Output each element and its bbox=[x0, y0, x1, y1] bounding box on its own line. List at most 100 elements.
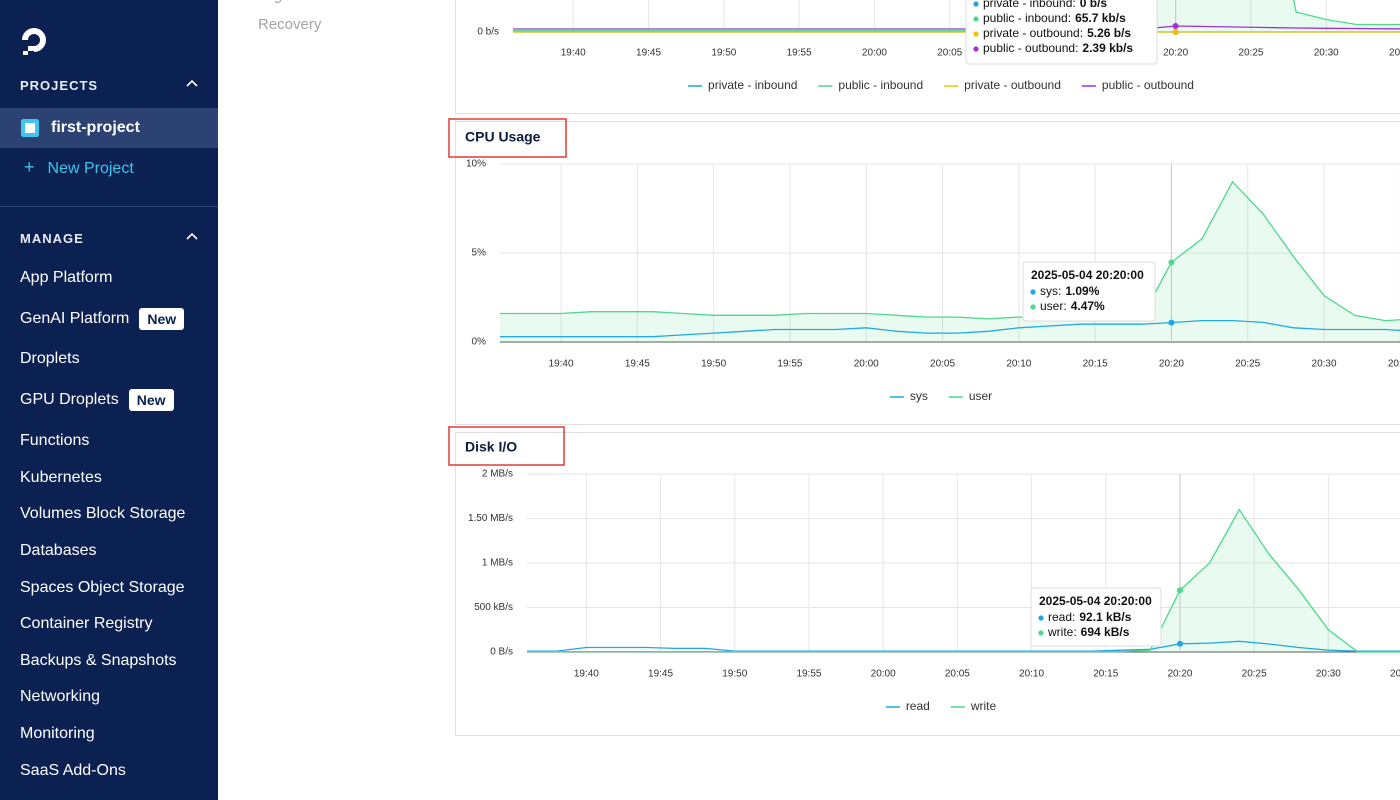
nav-label: Networking bbox=[20, 688, 101, 706]
legend-label[interactable]: write bbox=[970, 699, 997, 713]
tooltip-row: private - outbound: 5.26 b/s bbox=[983, 26, 1131, 40]
tooltip-row: read: 92.1 kB/s bbox=[1048, 610, 1132, 624]
collapse-chevron[interactable] bbox=[186, 78, 198, 90]
nav-label: Spaces Object Storage bbox=[20, 578, 185, 596]
nav-item[interactable]: App Platform bbox=[20, 266, 112, 290]
new-project[interactable]: + New Project bbox=[24, 157, 134, 178]
nav-item[interactable]: Kubernetes bbox=[20, 466, 102, 490]
tooltip-label: read: bbox=[1048, 610, 1075, 624]
x-tick-label: 20:00 bbox=[854, 359, 879, 370]
legend-label[interactable]: user bbox=[969, 389, 992, 403]
series-line bbox=[513, 25, 1400, 30]
nav-label: Container Registry bbox=[20, 615, 153, 633]
nav-item[interactable]: Volumes Block Storage bbox=[20, 502, 185, 526]
y-tick-label: 1 MB/s bbox=[482, 558, 513, 569]
legend-label[interactable]: private - outbound bbox=[964, 78, 1061, 92]
nav-item[interactable]: Droplets bbox=[20, 347, 80, 371]
collapse-chevron[interactable] bbox=[186, 231, 198, 243]
x-tick-label: 19:50 bbox=[722, 669, 747, 680]
x-tick-label: 20:00 bbox=[871, 669, 896, 680]
legend-label[interactable]: read bbox=[906, 699, 930, 713]
x-tick-label: 19:50 bbox=[711, 48, 736, 59]
tooltip-label: private - inbound: bbox=[983, 0, 1076, 10]
area bbox=[513, 0, 1400, 32]
nav-label: Backups & Snapshots bbox=[20, 651, 177, 669]
tooltip-value: 5.26 b/s bbox=[1087, 26, 1131, 40]
nav-item[interactable]: Container Registry bbox=[20, 612, 153, 636]
x-tick-label: 19:45 bbox=[636, 48, 661, 59]
series-line bbox=[500, 180, 1400, 322]
legend-label[interactable]: public - outbound bbox=[1102, 78, 1194, 92]
nav-item[interactable]: Spaces Object Storage bbox=[20, 576, 185, 600]
panel-frame bbox=[455, 0, 1400, 114]
nav-label: GenAI Platform bbox=[20, 309, 130, 327]
nav-item[interactable]: Functions bbox=[20, 429, 89, 453]
nav-item[interactable]: Networking bbox=[20, 685, 100, 709]
x-tick-label: 19:55 bbox=[777, 359, 802, 370]
tooltip-value: 694 kB/s bbox=[1081, 625, 1130, 639]
logo[interactable] bbox=[18, 24, 52, 58]
project-row[interactable]: first-project bbox=[0, 108, 218, 148]
x-tick-label: 19:45 bbox=[648, 669, 673, 680]
tooltip-label: user: bbox=[1040, 299, 1067, 313]
legend-label[interactable]: public - inbound bbox=[838, 78, 923, 92]
tooltip-label: sys: bbox=[1040, 284, 1061, 298]
tooltip-value: 4.47% bbox=[1071, 299, 1105, 313]
nav-item[interactable]: Backups & Snapshots bbox=[20, 649, 177, 673]
y-tick-label: 1.50 MB/s bbox=[468, 513, 513, 524]
divider bbox=[0, 206, 218, 207]
tooltip-row: public - outbound: 2.39 kb/s bbox=[983, 41, 1133, 55]
hover-marker bbox=[1168, 259, 1175, 266]
tooltip-box bbox=[1022, 261, 1156, 322]
chevron-icon bbox=[186, 79, 198, 87]
subnav-link[interactable]: Tags bbox=[258, 0, 290, 4]
x-tick-label: 20:05 bbox=[937, 48, 962, 59]
legend-label[interactable]: sys bbox=[910, 389, 928, 403]
tooltip-time: 2025-05-04 20:20:00 bbox=[1039, 594, 1152, 608]
nav-item[interactable]: GPU Droplets New bbox=[20, 388, 174, 412]
tooltip-label: public - outbound: bbox=[983, 41, 1078, 55]
project-name: first-project bbox=[51, 119, 140, 136]
x-tick-label: 20:20 bbox=[1159, 359, 1184, 370]
y-tick-label: 5% bbox=[472, 248, 487, 259]
legend-label[interactable]: private - inbound bbox=[708, 78, 797, 92]
projects-heading: PROJECTS bbox=[20, 78, 99, 93]
plus-icon: + bbox=[24, 157, 35, 177]
series-line bbox=[513, 0, 1400, 32]
tooltip-label: public - inbound: bbox=[983, 11, 1071, 25]
x-tick-label: 20:30 bbox=[1314, 48, 1339, 59]
nav-label: Volumes Block Storage bbox=[20, 505, 186, 523]
tooltip-row: public - inbound: 65.7 kb/s bbox=[983, 11, 1126, 25]
tooltip-label: private - outbound: bbox=[983, 26, 1083, 40]
tooltip-dot bbox=[973, 1, 979, 7]
x-tick-label: 20:00 bbox=[862, 48, 887, 59]
nav-item[interactable]: SaaS Add-Ons bbox=[20, 759, 126, 783]
tooltip-box bbox=[965, 0, 1158, 65]
tooltip-value: 2.39 kb/s bbox=[1082, 41, 1133, 55]
x-tick-label: 20:10 bbox=[1006, 359, 1031, 370]
nav-label: GPU Droplets bbox=[20, 391, 119, 409]
x-tick-label: 20:35 bbox=[1388, 359, 1400, 370]
tooltip-value: 0 b/s bbox=[1080, 0, 1108, 10]
y-tick-label: 0 b/s bbox=[477, 27, 499, 38]
nav-label: Databases bbox=[20, 541, 97, 559]
y-tick-label: 2 MB/s bbox=[482, 469, 513, 480]
series-line bbox=[500, 319, 1400, 338]
panel-frame bbox=[455, 121, 1400, 425]
x-tick-label: 20:25 bbox=[1235, 359, 1260, 370]
nav-item[interactable]: GenAI Platform New bbox=[20, 307, 185, 331]
x-tick-label: 20:05 bbox=[930, 359, 955, 370]
nav-item[interactable]: Monitoring bbox=[20, 722, 95, 746]
tooltip-dot bbox=[973, 46, 979, 52]
tooltip-dot bbox=[1030, 289, 1036, 295]
nav-label: SaaS Add-Ons bbox=[20, 761, 126, 779]
tooltip-row: user: 4.47% bbox=[1040, 299, 1105, 313]
chart-title: Disk I/O bbox=[465, 439, 517, 455]
new-badge: New bbox=[139, 307, 185, 330]
x-tick-label: 19:40 bbox=[561, 48, 586, 59]
nav-label: App Platform bbox=[20, 269, 113, 286]
tooltip-dot bbox=[1030, 304, 1036, 310]
nav-item[interactable]: Databases bbox=[20, 539, 97, 563]
nav-label: Droplets bbox=[20, 350, 80, 368]
subnav-link[interactable]: Recovery bbox=[258, 16, 322, 33]
